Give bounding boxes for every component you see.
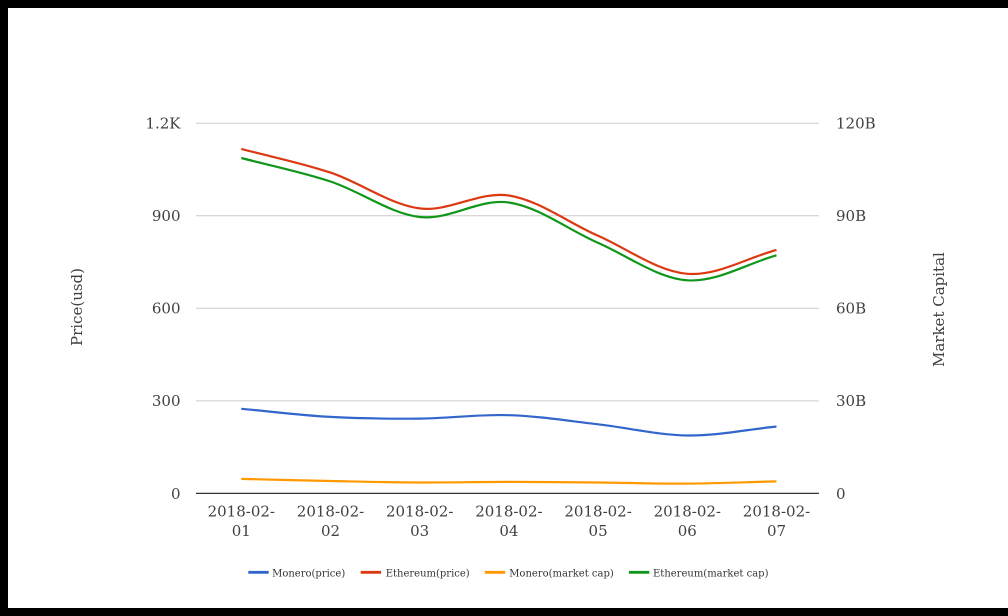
svg-text:0: 0: [836, 485, 846, 503]
svg-text:2018-02-: 2018-02-: [297, 503, 364, 521]
svg-text:Ethereum(market cap): Ethereum(market cap): [653, 569, 769, 580]
svg-text:04: 04: [499, 522, 518, 540]
svg-text:900: 900: [152, 207, 181, 225]
svg-text:07: 07: [767, 522, 786, 540]
svg-text:1.2K: 1.2K: [145, 115, 181, 133]
svg-text:01: 01: [232, 522, 251, 540]
svg-text:2018-02-: 2018-02-: [386, 503, 453, 521]
svg-text:600: 600: [152, 300, 181, 318]
svg-text:30B: 30B: [836, 392, 866, 410]
svg-text:2018-02-: 2018-02-: [654, 503, 721, 521]
svg-text:03: 03: [410, 522, 429, 540]
svg-text:Price(usd): Price(usd): [68, 268, 86, 346]
svg-text:2018-02-: 2018-02-: [564, 503, 631, 521]
svg-text:02: 02: [321, 522, 340, 540]
svg-text:Ethereum(price): Ethereum(price): [386, 569, 470, 580]
svg-text:05: 05: [589, 522, 608, 540]
svg-text:120B: 120B: [836, 115, 876, 133]
svg-text:0: 0: [171, 485, 181, 503]
svg-text:90B: 90B: [836, 207, 866, 225]
svg-text:Monero(price): Monero(price): [272, 569, 345, 580]
svg-text:2018-02-: 2018-02-: [743, 503, 810, 521]
svg-text:Market Capital: Market Capital: [930, 252, 948, 367]
svg-text:06: 06: [678, 522, 697, 540]
svg-text:60B: 60B: [836, 300, 866, 318]
svg-text:2018-02-: 2018-02-: [208, 503, 275, 521]
svg-text:Monero(market cap): Monero(market cap): [509, 569, 614, 580]
svg-text:2018-02-: 2018-02-: [475, 503, 542, 521]
svg-text:300: 300: [152, 392, 181, 410]
